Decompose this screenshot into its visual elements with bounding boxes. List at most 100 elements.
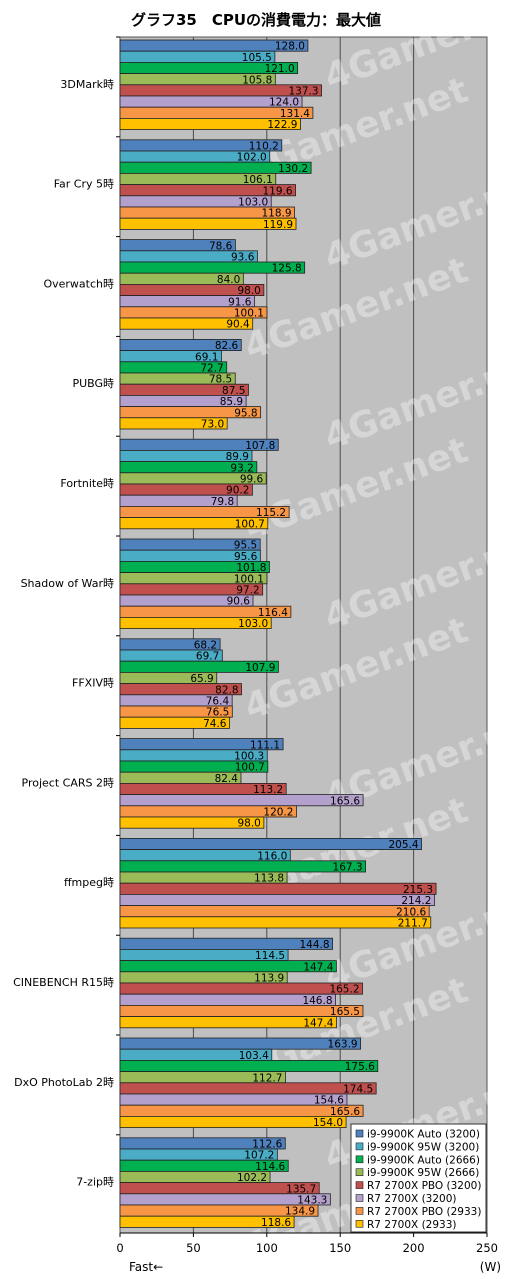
legend-swatch xyxy=(355,1181,364,1189)
data-label: 116.0 xyxy=(257,850,287,862)
bar xyxy=(119,905,430,918)
legend-swatch xyxy=(355,1194,364,1202)
data-label: 103.4 xyxy=(239,1050,269,1062)
data-label: 113.8 xyxy=(254,873,284,885)
data-label: 114.5 xyxy=(255,950,285,962)
data-label: 95.8 xyxy=(234,407,257,419)
legend-swatch xyxy=(355,1220,364,1228)
bars xyxy=(119,39,437,1228)
category-labels: 3DMark時 Far Cry 5時 Overwatch時 PUBG時 Fortnite… xyxy=(13,36,120,1189)
bar xyxy=(119,860,366,873)
data-label: 214.2 xyxy=(401,895,431,907)
data-label: 120.2 xyxy=(263,807,293,819)
category-label: PUBG時 xyxy=(72,377,114,390)
data-label: 134.9 xyxy=(285,1206,315,1218)
data-label: 211.7 xyxy=(398,918,428,930)
data-label: 137.3 xyxy=(288,86,318,98)
data-label: 107.2 xyxy=(244,1150,274,1162)
data-label: 114.6 xyxy=(255,1161,285,1173)
bar xyxy=(119,894,435,907)
data-label: 102.0 xyxy=(237,152,267,164)
category-label: 7-zip時 xyxy=(76,1176,114,1189)
data-label: 82.8 xyxy=(215,684,238,696)
legend-label: R7 2700X (2933) xyxy=(367,1219,456,1231)
data-label: 144.8 xyxy=(300,939,330,951)
data-label: 205.4 xyxy=(388,839,418,851)
legend-label: i9-9900K 95W (2666) xyxy=(367,1167,479,1179)
data-label: 115.2 xyxy=(256,507,286,519)
data-label: 135.7 xyxy=(286,1183,316,1195)
data-label: 100.7 xyxy=(235,762,265,774)
bar xyxy=(119,794,364,807)
data-label: 154.0 xyxy=(313,1117,343,1129)
data-label: 98.0 xyxy=(237,285,260,297)
data-label: 90.6 xyxy=(227,596,251,608)
data-label: 69.1 xyxy=(195,351,218,363)
data-label: 167.3 xyxy=(333,862,363,874)
bar xyxy=(119,1005,364,1018)
data-label: 76.4 xyxy=(206,696,230,708)
data-label: 105.5 xyxy=(242,52,272,64)
gridlines xyxy=(192,37,415,1233)
data-label: 165.5 xyxy=(330,1006,360,1018)
data-label: 97.2 xyxy=(236,585,259,597)
legend-box xyxy=(350,1123,487,1233)
bar xyxy=(119,982,363,995)
data-label: 103.0 xyxy=(238,197,268,209)
data-label: 122.9 xyxy=(267,119,297,131)
bar xyxy=(119,1060,379,1073)
data-label: 79.8 xyxy=(211,496,234,508)
legend-label: R7 2700X PBO (2933) xyxy=(367,1206,481,1218)
data-label: 73.0 xyxy=(201,419,224,431)
data-label: 98.0 xyxy=(237,818,260,830)
data-label: 113.9 xyxy=(254,973,284,985)
data-label: 165.6 xyxy=(330,795,360,807)
data-label: 143.3 xyxy=(297,1195,327,1207)
data-label: 78.5 xyxy=(209,374,232,386)
data-label: 175.6 xyxy=(345,1061,375,1073)
bar xyxy=(119,1037,362,1050)
bar xyxy=(119,517,269,530)
data-label: 215.3 xyxy=(403,884,433,896)
data-label: 165.6 xyxy=(330,1106,360,1118)
data-label: 82.6 xyxy=(215,340,239,352)
x-tick-label: 150 xyxy=(329,1241,351,1255)
data-label: 101.8 xyxy=(236,562,266,574)
category-label: DxO PhotoLab 2時 xyxy=(14,1076,114,1089)
data-label: 116.4 xyxy=(258,607,288,619)
category-label: Project CARS 2時 xyxy=(22,776,114,789)
data-label: 102.2 xyxy=(237,1172,267,1184)
data-label: 72.7 xyxy=(200,363,223,375)
chart-title: グラフ35 CPUの消費電力：最大値 xyxy=(131,11,381,29)
data-label: 107.8 xyxy=(245,440,275,452)
data-label: 121.0 xyxy=(265,63,295,75)
bar xyxy=(119,118,301,131)
legend-label: i9-9900K Auto (2666) xyxy=(367,1154,480,1166)
category-label: 3DMark時 xyxy=(60,78,114,91)
x-axis: 0 50 100 150 200 250 Fast← (W) xyxy=(116,1232,501,1274)
data-label: 74.6 xyxy=(203,718,227,730)
bar xyxy=(119,217,297,230)
data-label: 130.2 xyxy=(278,163,308,175)
x-axis-unit: (W) xyxy=(480,1260,501,1274)
bar xyxy=(119,716,230,729)
data-label: 82.4 xyxy=(215,773,239,785)
data-label: 85.9 xyxy=(220,396,243,408)
data-label: 147.4 xyxy=(303,1017,333,1029)
data-label: 100.3 xyxy=(234,751,264,763)
data-label: 119.6 xyxy=(263,185,293,197)
bar xyxy=(119,617,272,630)
data-label: 90.4 xyxy=(226,319,250,331)
data-label: 174.5 xyxy=(343,1084,373,1096)
data-label: 124.0 xyxy=(269,97,299,109)
data-label: 68.2 xyxy=(194,640,217,652)
data-label: 93.2 xyxy=(230,462,253,474)
data-label: 105.8 xyxy=(242,74,272,86)
bar xyxy=(119,1116,347,1129)
plot-area xyxy=(119,36,488,1234)
legend-label: i9-9900K Auto (3200) xyxy=(367,1129,480,1141)
data-label: 95.5 xyxy=(234,540,257,552)
category-label: ffmpeg時 xyxy=(64,876,114,889)
data-label: 69.7 xyxy=(196,651,219,663)
